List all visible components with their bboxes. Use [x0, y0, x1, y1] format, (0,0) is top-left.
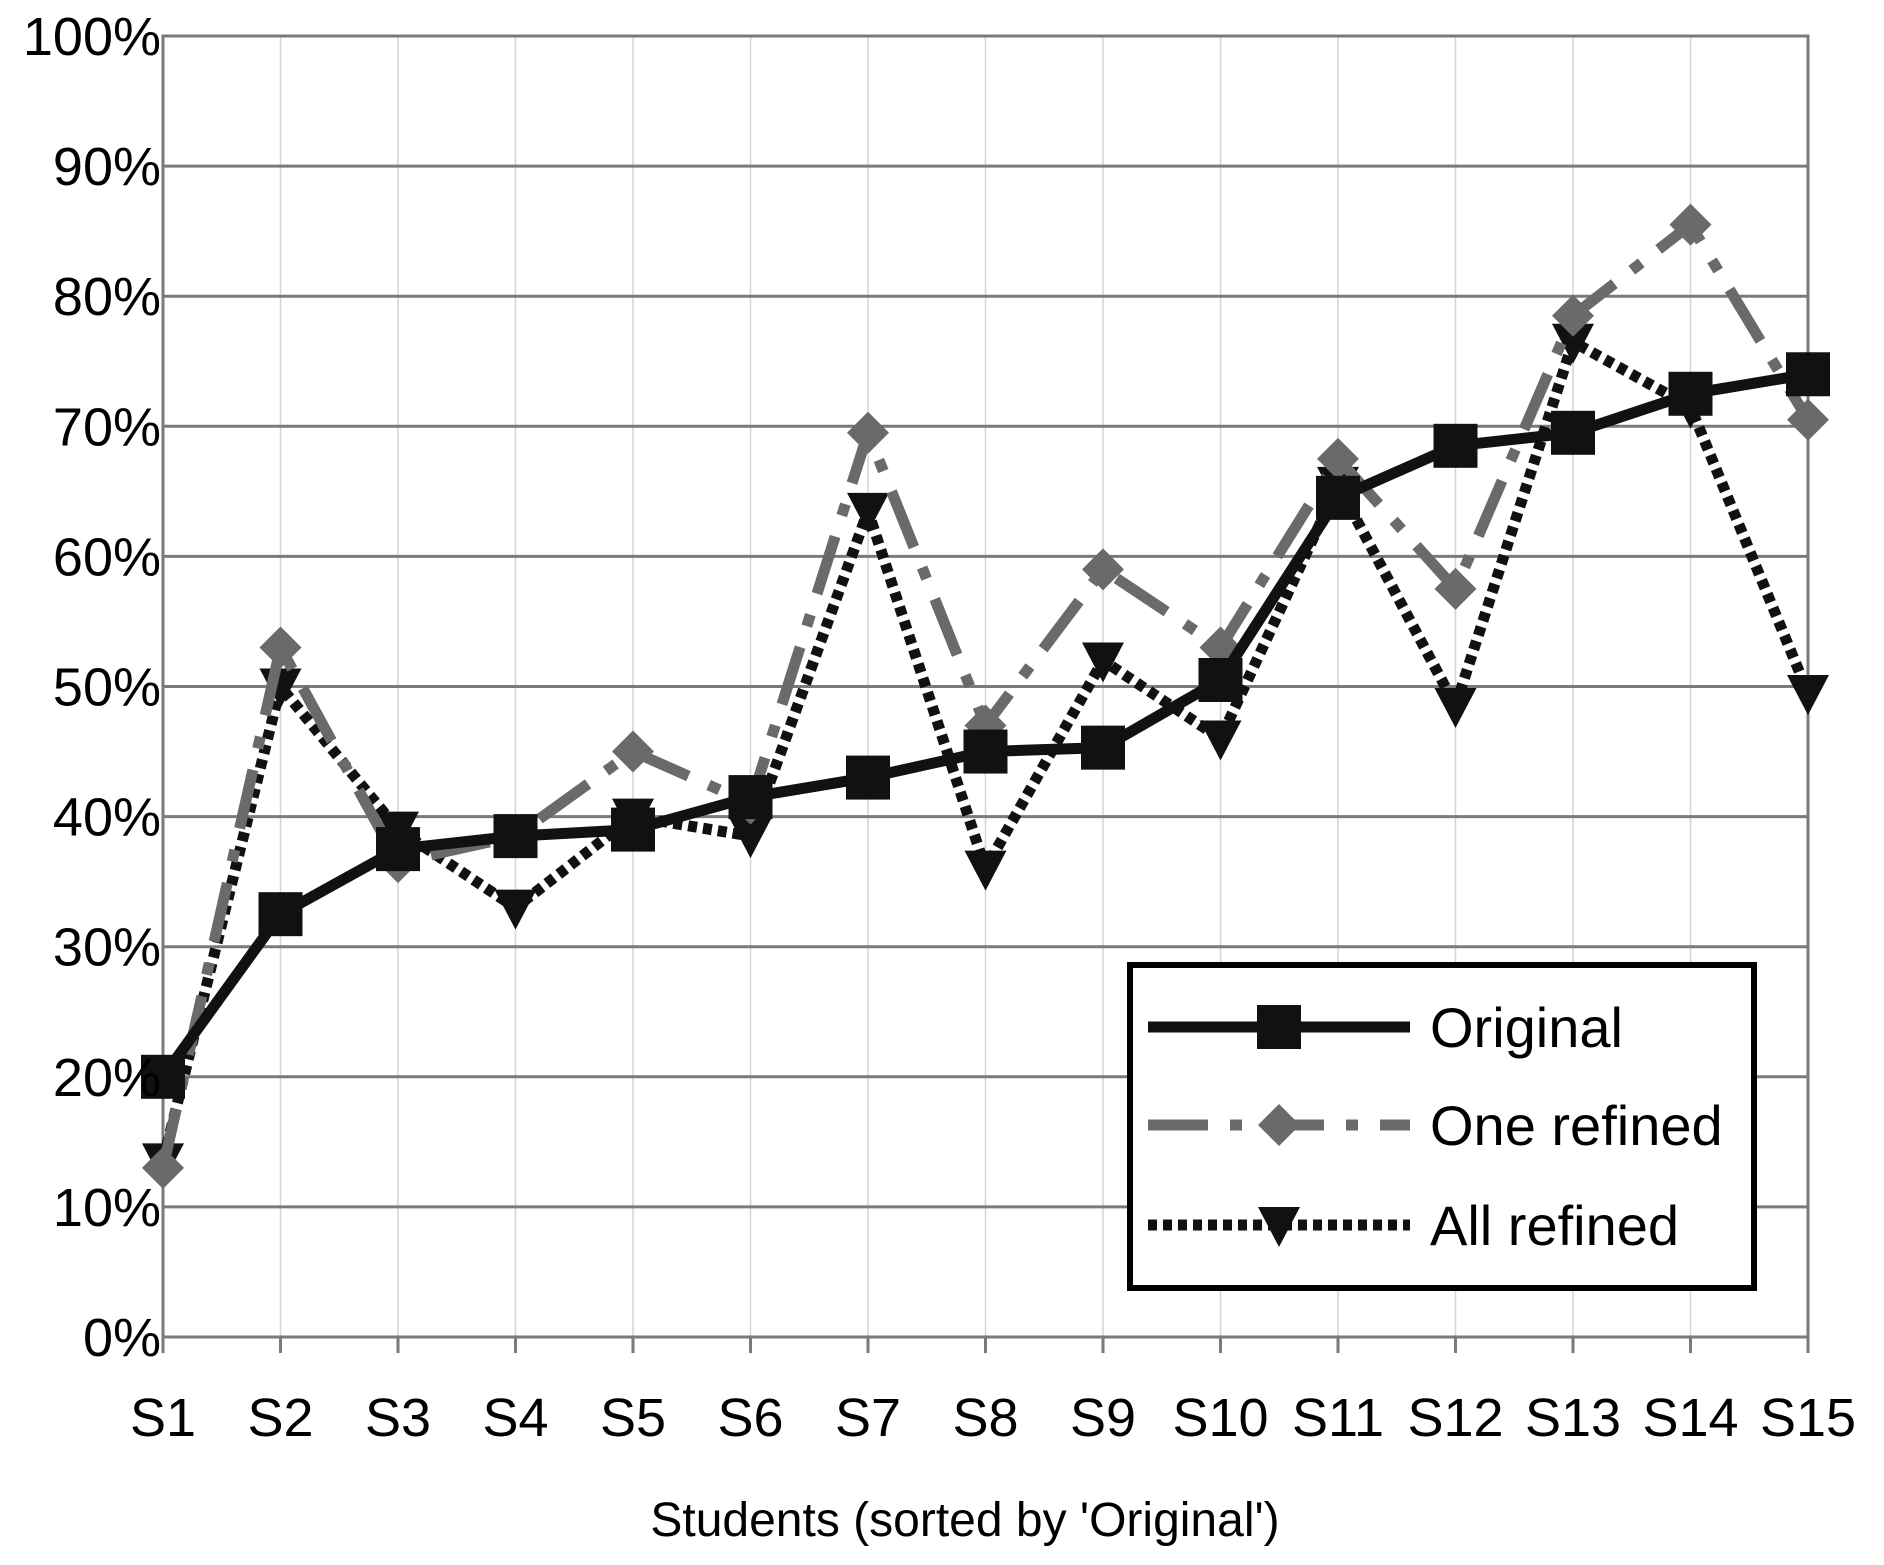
data-point-original: [1316, 475, 1360, 520]
x-tick-label: S10: [1172, 1388, 1268, 1448]
data-point-original: [258, 892, 303, 937]
data-point-original: [846, 755, 890, 800]
y-tick-label: 40%: [53, 788, 161, 848]
x-tick-label: S2: [247, 1388, 313, 1448]
x-tick-label: S9: [1070, 1388, 1136, 1448]
legend-label-all-refined: All refined: [1430, 1194, 1679, 1257]
x-tick-label: S1: [130, 1388, 196, 1448]
x-tick-label: S4: [482, 1388, 548, 1448]
data-point-all-refined: [847, 492, 889, 533]
data-point-one-refined: [1317, 437, 1359, 480]
data-point-original: [1198, 657, 1243, 702]
data-point-original: [1786, 352, 1830, 397]
legend-label-one-refined: One refined: [1430, 1094, 1723, 1157]
x-tick-label: S8: [952, 1388, 1018, 1448]
x-tick-label: S7: [835, 1388, 901, 1448]
data-point-all-refined: [1552, 323, 1594, 364]
data-point-original: [1081, 725, 1125, 770]
data-point-original: [1668, 371, 1713, 416]
y-tick-label: 100%: [23, 7, 161, 67]
data-point-one-refined: [1787, 398, 1829, 441]
y-tick-label: 20%: [53, 1048, 161, 1108]
data-point-all-refined: [964, 850, 1007, 891]
data-point-one-refined: [847, 411, 889, 454]
series-group: [141, 203, 1830, 1189]
legend-marker-all-refined: [1258, 1207, 1300, 1247]
y-tick-label: 60%: [53, 527, 161, 587]
y-tick-label: 90%: [53, 137, 161, 197]
y-tick-label: 10%: [53, 1178, 161, 1238]
data-point-original: [1551, 410, 1595, 455]
data-point-original: [376, 827, 420, 872]
x-tick-label: S14: [1642, 1388, 1738, 1448]
y-tick-label: 30%: [53, 918, 161, 978]
data-point-original: [963, 729, 1008, 774]
data-point-original: [728, 775, 773, 820]
tick-labels: 0% 10% 20% 30% 40% 50% 60% 70% 80% 90% 100% S1 S2 S3 S…: [23, 7, 1856, 1448]
y-tick-label: 70%: [53, 397, 161, 457]
data-point-one-refined: [259, 626, 302, 669]
data-point-all-refined: [1199, 720, 1242, 761]
data-point-all-refined: [729, 818, 772, 859]
legend-label-original: Original: [1430, 996, 1623, 1059]
x-tick-label: S15: [1760, 1388, 1856, 1448]
series-one-refined: [142, 203, 1829, 1189]
x-tick-label: S12: [1407, 1388, 1503, 1448]
data-point-original: [493, 814, 538, 859]
y-tick-label: 80%: [53, 267, 161, 327]
data-point-one-refined: [612, 730, 654, 773]
data-point-all-refined: [1434, 688, 1477, 729]
x-tick-label: S5: [600, 1388, 666, 1448]
x-tick-label: S6: [717, 1388, 783, 1448]
data-point-all-refined: [1082, 642, 1124, 683]
y-tick-label: 0%: [83, 1308, 161, 1368]
data-point-one-refined: [1669, 203, 1712, 246]
x-tick-label: S3: [365, 1388, 431, 1448]
data-point-original: [141, 1054, 185, 1099]
data-point-original: [1433, 423, 1478, 468]
series-original: [141, 352, 1830, 1099]
data-point-one-refined: [1552, 294, 1594, 337]
data-point-all-refined: [494, 889, 537, 930]
x-tick-label: S11: [1292, 1388, 1384, 1448]
data-point-one-refined: [1082, 548, 1124, 591]
data-point-one-refined: [142, 1146, 184, 1189]
x-tick-label: S13: [1525, 1388, 1621, 1448]
data-point-original: [611, 807, 655, 852]
legend-marker-one-refined: [1258, 1104, 1300, 1146]
data-point-all-refined: [1787, 675, 1829, 716]
data-point-one-refined: [1434, 567, 1477, 610]
legend: Original One refined All refined: [1127, 962, 1757, 1291]
y-tick-label: 50%: [53, 658, 161, 718]
x-axis-label: Students (sorted by 'Original'): [650, 1494, 1279, 1547]
legend-marker-original: [1257, 1005, 1301, 1049]
